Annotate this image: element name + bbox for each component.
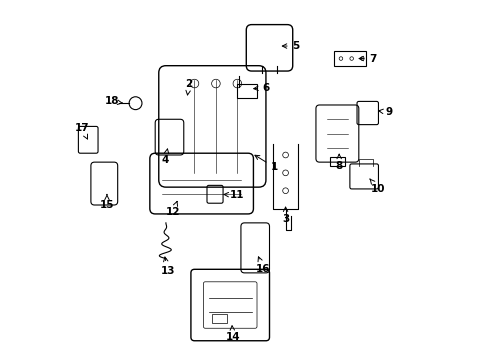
Text: 16: 16	[256, 257, 270, 274]
Text: 7: 7	[358, 54, 376, 64]
Text: 4: 4	[161, 149, 168, 165]
Bar	[333, 51, 365, 66]
Text: 10: 10	[369, 179, 385, 194]
Bar	[329, 157, 344, 166]
Text: 1: 1	[254, 155, 278, 172]
Text: 2: 2	[185, 78, 192, 95]
Text: 6: 6	[253, 83, 269, 93]
Text: 9: 9	[378, 107, 392, 117]
Text: 17: 17	[75, 123, 89, 139]
Text: 18: 18	[105, 96, 122, 107]
Text: 13: 13	[160, 257, 175, 276]
Text: 8: 8	[335, 154, 342, 171]
Text: 14: 14	[225, 326, 240, 342]
Text: 5: 5	[282, 41, 299, 51]
Text: 3: 3	[282, 207, 288, 224]
Text: 12: 12	[165, 201, 180, 217]
Text: 15: 15	[100, 194, 114, 210]
Bar	[212, 314, 226, 323]
Text: 11: 11	[224, 190, 244, 200]
Bar	[237, 84, 257, 98]
